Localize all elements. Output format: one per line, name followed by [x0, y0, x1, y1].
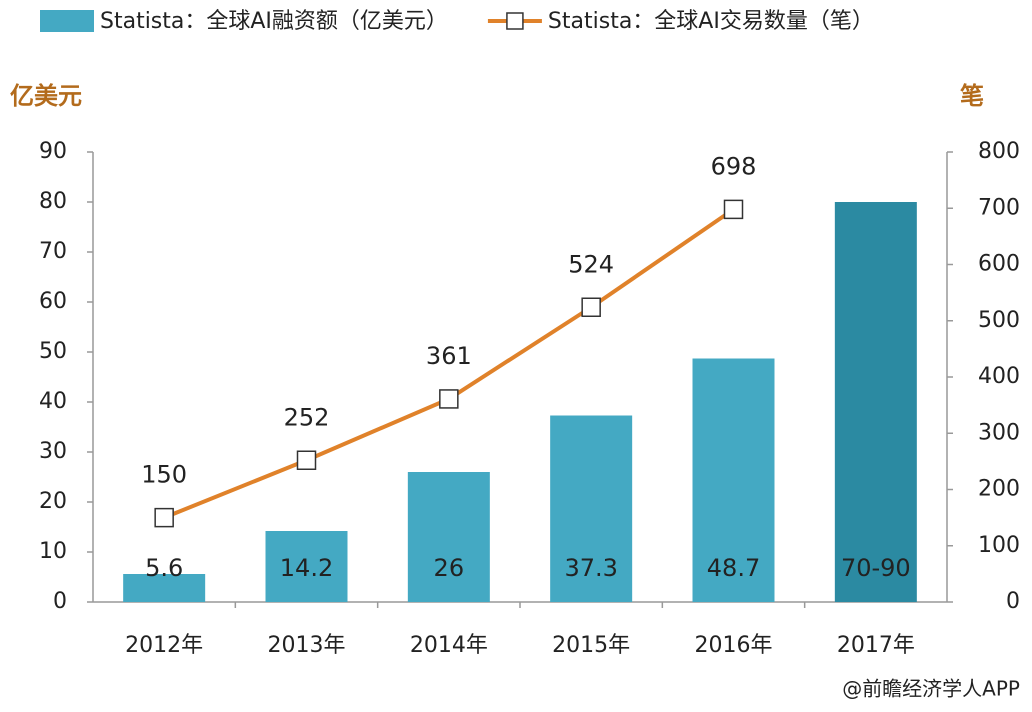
bar — [834, 202, 917, 602]
x-tick-label: 2017年 — [837, 633, 915, 658]
bar-value-label: 14.2 — [280, 554, 333, 582]
x-tick-label: 2016年 — [695, 633, 773, 658]
bar-value-label: 37.3 — [564, 554, 617, 582]
x-tick-label: 2014年 — [410, 633, 488, 658]
y-tick-label: 70 — [39, 239, 67, 264]
line-marker — [439, 389, 459, 409]
y2-tick-label: 100 — [978, 533, 1020, 558]
y-tick-label: 20 — [39, 489, 67, 514]
y-tick-label: 30 — [39, 439, 67, 464]
bar — [407, 472, 490, 602]
line-marker — [296, 450, 317, 470]
line-marker — [154, 507, 174, 528]
y-tick-label: 80 — [39, 189, 67, 214]
y-tick-label: 0 — [53, 589, 67, 614]
y-axis-label: 亿美元 — [10, 82, 82, 110]
y2-tick-label: 700 — [978, 195, 1020, 220]
legend-swatch — [506, 12, 524, 30]
legend-swatch — [40, 10, 94, 32]
y2-tick-label: 800 — [978, 139, 1020, 164]
y-tick-label: 40 — [39, 389, 67, 414]
line-value-label: 252 — [284, 403, 330, 431]
bar-value-label: 48.7 — [707, 554, 760, 582]
y2-axis-label: 笔 — [960, 82, 984, 110]
bar-value-label: 5.6 — [145, 554, 183, 582]
y-tick-label: 50 — [39, 339, 67, 364]
y-tick-label: 60 — [39, 289, 67, 314]
y2-tick-label: 300 — [978, 420, 1020, 445]
bar — [692, 358, 775, 602]
bar — [265, 531, 348, 602]
y-tick-label: 10 — [39, 539, 67, 564]
legend-label: Statista：全球AI融资额（亿美元） — [100, 9, 448, 34]
line-marker — [581, 297, 601, 317]
x-tick-label: 2015年 — [552, 633, 630, 658]
line-value-label: 698 — [711, 152, 757, 180]
y2-tick-label: 200 — [978, 477, 1020, 502]
bar — [123, 574, 206, 602]
x-tick-label: 2012年 — [125, 633, 203, 658]
bar — [550, 415, 633, 602]
y2-tick-label: 600 — [978, 252, 1020, 277]
y2-tick-label: 400 — [978, 364, 1020, 389]
x-tick-label: 2013年 — [268, 633, 346, 658]
line-value-label: 524 — [568, 250, 614, 278]
bar-value-label: 26 — [434, 554, 465, 582]
source: @前瞻经济学人APP — [842, 677, 1020, 701]
line-marker — [723, 199, 744, 220]
y2-tick-label: 500 — [978, 308, 1020, 333]
legend-label: Statista：全球AI交易数量（笔） — [548, 9, 874, 34]
y-tick-label: 90 — [39, 139, 67, 164]
y2-tick-label: 0 — [1006, 589, 1020, 614]
bar-value-label: 70-90 — [841, 554, 911, 582]
line-value-label: 361 — [426, 342, 472, 370]
line-value-label: 150 — [141, 461, 187, 489]
